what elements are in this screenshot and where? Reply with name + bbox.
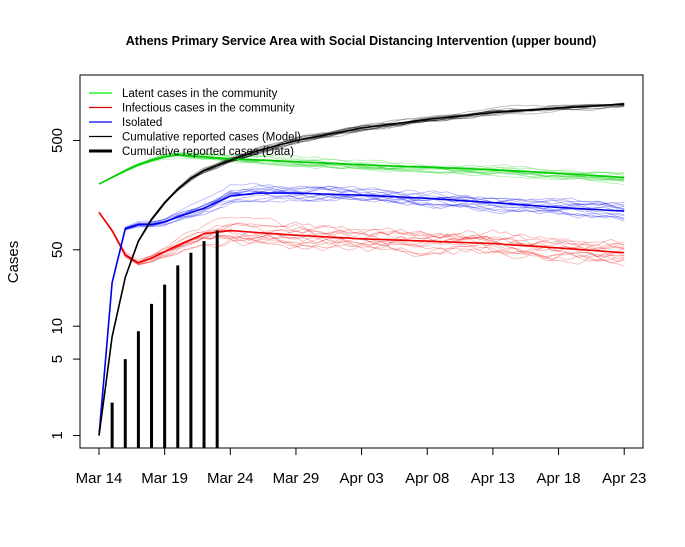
simulation-run-line: [98, 187, 625, 436]
x-tick-label: Apr 18: [536, 470, 580, 487]
simulation-run-line: [98, 212, 625, 264]
x-tick-label: Mar 24: [207, 470, 254, 487]
mean-line: [98, 153, 625, 185]
x-tick-label: Apr 08: [405, 470, 449, 487]
y-tick-label: 1: [49, 431, 66, 439]
simulation-run-line: [98, 195, 625, 436]
simulation-run-line: [98, 155, 625, 185]
simulation-run-line: [98, 212, 625, 266]
simulation-run-line: [98, 157, 625, 185]
y-tick-label: 5: [49, 355, 66, 363]
simulation-run-line: [98, 212, 625, 261]
legend-label: Latent cases in the community: [122, 88, 278, 100]
data-bars: [110, 230, 219, 448]
simulation-run-line: [98, 155, 625, 185]
mean-line: [98, 103, 625, 436]
simulation-run-line: [98, 212, 625, 265]
x-tick-label: Apr 13: [471, 470, 515, 487]
simulation-run-line: [98, 106, 625, 436]
simulation-run-line: [98, 195, 625, 436]
y-tick-label: 500: [49, 128, 66, 153]
simulation-run-line: [98, 185, 625, 436]
legend-label: Cumulative reported cases (Model): [122, 132, 301, 144]
simulation-run-line: [98, 183, 625, 436]
simulation-run-line: [98, 212, 625, 265]
y-tick-label: 10: [49, 318, 66, 335]
mean-line: [98, 192, 625, 436]
x-axis: Mar 14 Mar 19 Mar 24 Mar 29 Apr 03 Apr 08 Apr …: [76, 447, 646, 487]
simulation-run-line: [98, 212, 625, 263]
x-tick-label: Apr 23: [602, 470, 646, 487]
legend-label: Isolated: [122, 117, 162, 129]
simulation-run-line: [98, 212, 625, 266]
x-tick-label: Apr 03: [339, 470, 383, 487]
simulation-run-line: [98, 186, 625, 436]
x-tick-label: Mar 29: [273, 470, 320, 487]
legend-label: Infectious cases in the community: [122, 103, 295, 115]
mean-lines: [98, 103, 625, 436]
y-axis-label: Cases: [5, 241, 22, 284]
mean-line: [98, 211, 625, 264]
y-axis: 1 5 10 50 500: [49, 128, 81, 440]
y-tick-label: 50: [49, 241, 66, 258]
x-tick-label: Mar 19: [141, 470, 188, 487]
x-tick-label: Mar 14: [76, 470, 123, 487]
simulation-run-line: [98, 152, 625, 185]
legend: Latent cases in the community Infectious …: [89, 88, 301, 158]
legend-label: Cumulative reported cases (Data): [122, 146, 294, 158]
chart-title: Athens Primary Service Area with Social …: [126, 34, 596, 48]
simulation-run-line: [98, 212, 625, 263]
simulation-run-line: [98, 212, 625, 267]
simulation-run-line: [98, 192, 625, 436]
simulation-run-line: [98, 153, 625, 185]
simulation-run-line: [98, 212, 625, 265]
simulation-run-line: [98, 154, 625, 185]
